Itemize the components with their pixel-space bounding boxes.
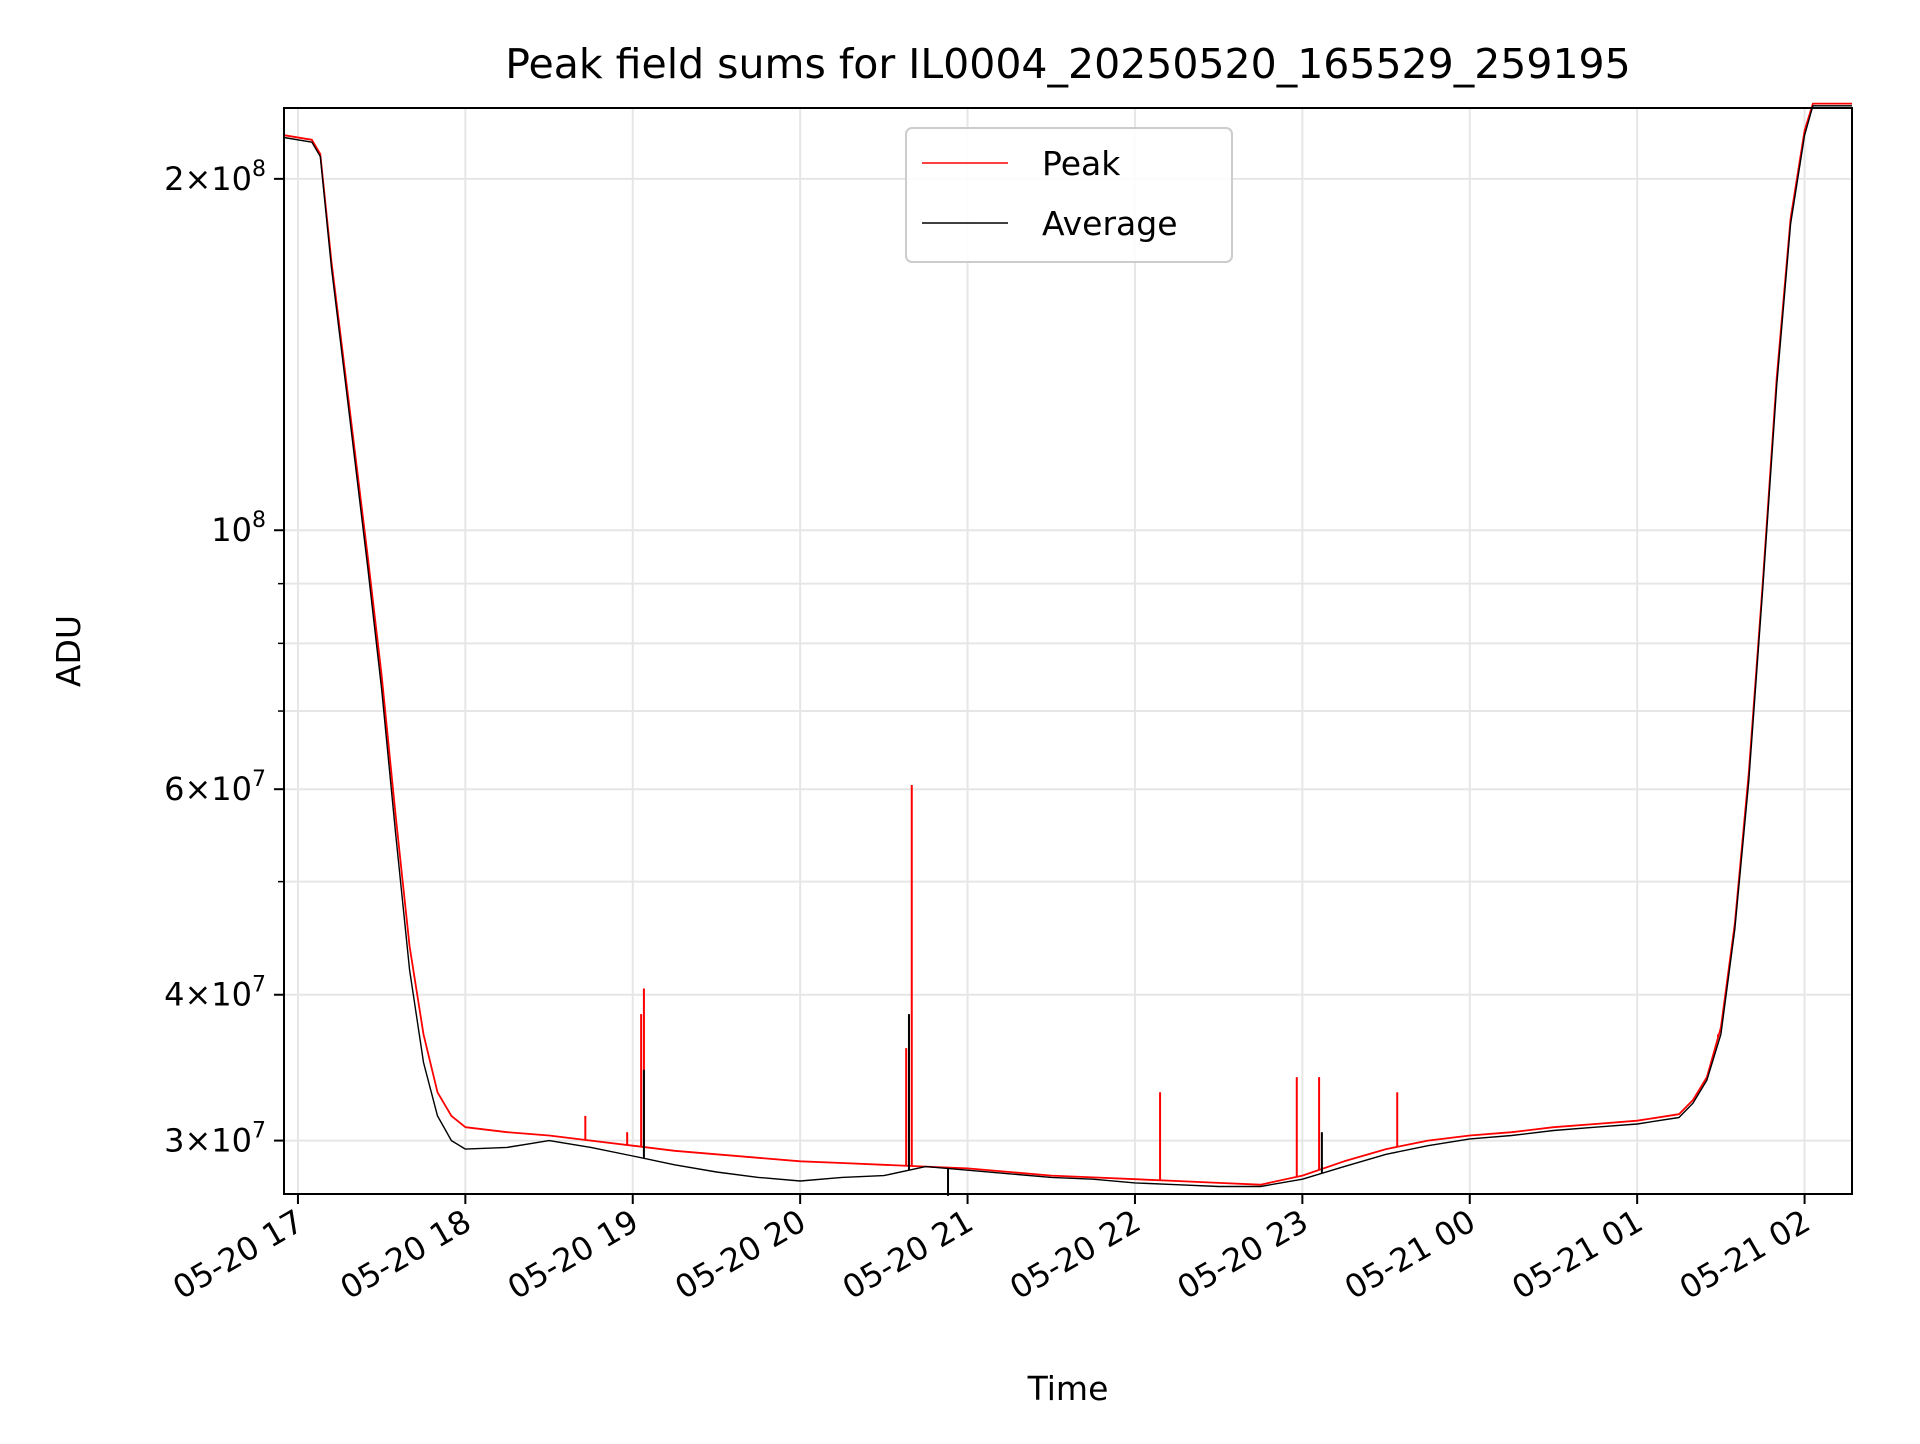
series-line-peak (283, 102, 1852, 1186)
plot-frame (283, 107, 1853, 1195)
legend-label-peak: Peak (1042, 144, 1121, 183)
x-axis-label: Time (1027, 1369, 1109, 1408)
y-axis-label: ADU (49, 615, 88, 687)
series-line-average (283, 105, 1852, 1188)
legend-box (905, 127, 1233, 263)
y-tick-label: 3×107 (164, 1119, 266, 1160)
grid (284, 108, 1852, 1194)
series-layer (283, 102, 1852, 1196)
y-tick-label: 4×107 (164, 973, 266, 1014)
y-tick-label: 6×107 (164, 767, 266, 808)
legend-label-average: Average (1042, 204, 1178, 243)
y-tick-label: 2×108 (164, 157, 266, 198)
legend: Peak Average (905, 127, 1233, 263)
y-tick-label: 108 (211, 508, 266, 549)
chart-title: Peak field sums for IL0004_20250520_1655… (505, 40, 1630, 88)
